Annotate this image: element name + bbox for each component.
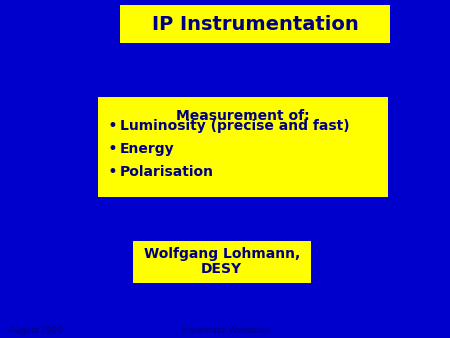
Text: Polarisation: Polarisation <box>120 165 214 179</box>
Text: •: • <box>108 163 118 181</box>
FancyBboxPatch shape <box>98 97 388 197</box>
Text: Luminosity (precise and fast): Luminosity (precise and fast) <box>120 119 349 133</box>
Text: •: • <box>108 140 118 158</box>
Text: Measurement of:: Measurement of: <box>176 109 310 123</box>
Text: Snowmass Workshop: Snowmass Workshop <box>180 325 270 335</box>
Text: DESY: DESY <box>201 262 242 276</box>
Text: August 2005: August 2005 <box>9 325 62 335</box>
Text: IP Instrumentation: IP Instrumentation <box>152 15 359 34</box>
Text: •: • <box>108 117 118 135</box>
Text: Wolfgang Lohmann,: Wolfgang Lohmann, <box>144 247 300 261</box>
FancyBboxPatch shape <box>120 5 390 43</box>
Text: Energy: Energy <box>120 142 174 156</box>
FancyBboxPatch shape <box>133 241 310 283</box>
